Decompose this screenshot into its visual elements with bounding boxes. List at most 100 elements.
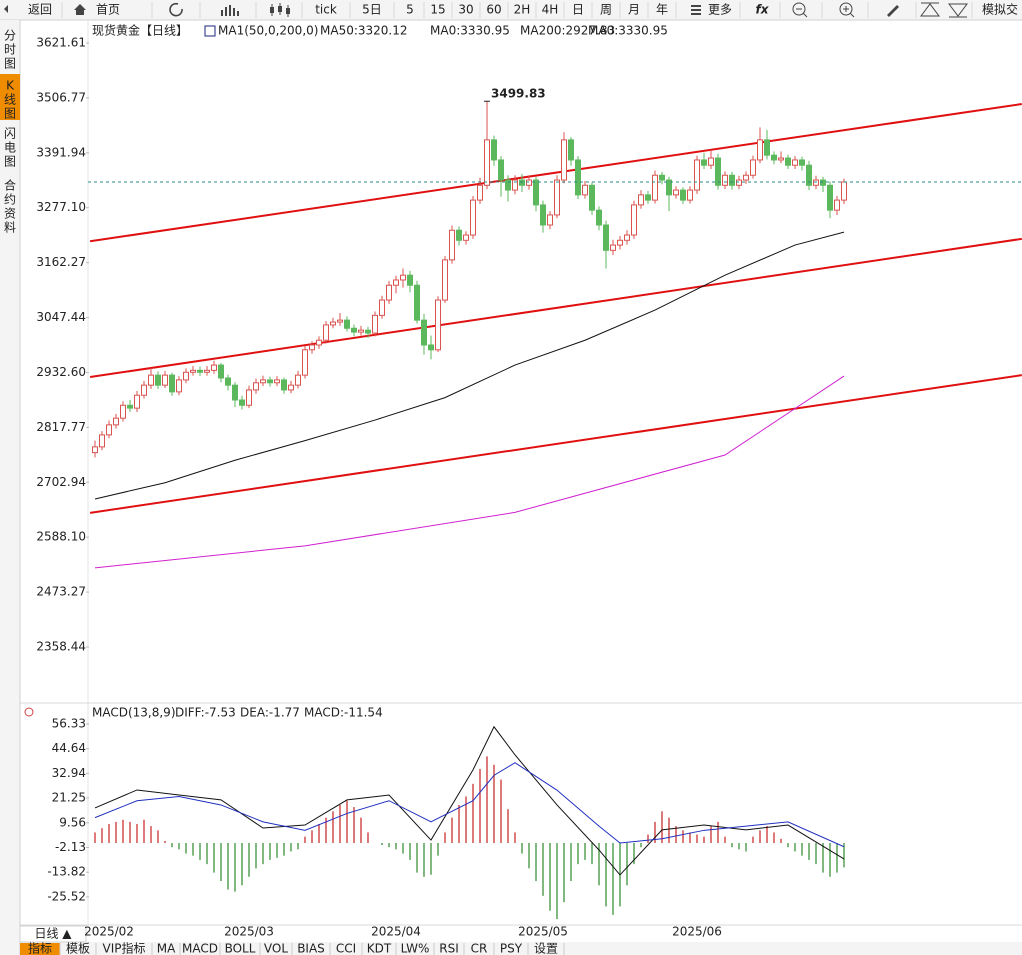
- y-tick-label: -25.52: [47, 889, 86, 903]
- candle-body: [232, 384, 238, 401]
- toolbar-button[interactable]: 周: [600, 3, 612, 17]
- toolbar-button[interactable]: 年: [656, 3, 668, 17]
- y-tick-label: 3621.61: [36, 35, 86, 49]
- indicator-tab[interactable]: BIAS: [297, 942, 325, 955]
- settings-icon[interactable]: [24, 707, 34, 717]
- candle-body: [330, 321, 336, 326]
- zoom-out-icon[interactable]: [792, 2, 806, 16]
- candle-body: [211, 364, 217, 371]
- toolbar-button[interactable]: 60: [486, 3, 501, 17]
- candle-body: [92, 446, 98, 454]
- indicator-tab[interactable]: VOL: [264, 942, 288, 955]
- bar-icon[interactable]: [221, 5, 239, 16]
- high-annotation: 3499.83: [491, 87, 546, 101]
- sidebar-tab-char[interactable]: 电: [4, 141, 16, 155]
- indicator-tab[interactable]: CCI: [336, 942, 356, 955]
- y-tick-label: -2.13: [55, 840, 86, 854]
- candle-body: [722, 174, 728, 186]
- menu-icon[interactable]: [691, 5, 701, 15]
- pen-icon[interactable]: [887, 5, 899, 17]
- candle-body: [428, 344, 434, 351]
- toolbar-button[interactable]: 首页: [96, 3, 120, 17]
- candle-body: [141, 384, 147, 396]
- toolbar-button[interactable]: 月: [628, 3, 640, 17]
- y-tick-label: 56.33: [52, 716, 86, 730]
- sidebar-tab-char[interactable]: 料: [4, 221, 16, 235]
- indicator-tab[interactable]: MACD: [182, 942, 218, 955]
- sidebar-tab-char[interactable]: 线: [4, 93, 16, 107]
- candle-body: [715, 157, 721, 186]
- candle-body: [785, 157, 791, 166]
- candle-body: [155, 374, 161, 386]
- toolbar-button[interactable]: 更多: [708, 3, 732, 17]
- candle-body: [190, 369, 196, 373]
- indicator-tab[interactable]: RSI: [439, 942, 459, 955]
- toolbar-button[interactable]: 5日: [362, 3, 382, 17]
- indicator-tab[interactable]: KDT: [367, 942, 392, 955]
- candle-body: [477, 184, 483, 201]
- indicator-tab[interactable]: 指标: [28, 941, 52, 955]
- sidebar-tab-char[interactable]: 闪: [4, 127, 16, 141]
- toolbar-button[interactable]: 15: [430, 3, 445, 17]
- candle-body: [113, 417, 119, 426]
- candle-body: [176, 379, 182, 393]
- indicator-tab[interactable]: LW%: [401, 942, 430, 955]
- toolbar-button[interactable]: 30: [458, 3, 473, 17]
- candle-body: [575, 159, 581, 196]
- candle-body: [316, 339, 322, 346]
- fx-icon[interactable]: fx: [756, 3, 770, 17]
- y-tick-label: 2817.77: [36, 420, 86, 434]
- indicator-tab[interactable]: CR: [471, 942, 488, 955]
- sidebar-tab-char[interactable]: K: [6, 79, 15, 93]
- toolbar-button[interactable]: 返回: [28, 3, 52, 17]
- home-icon[interactable]: [74, 4, 86, 15]
- triangle-up-icon[interactable]: [920, 2, 940, 17]
- y-tick-label: -13.82: [47, 865, 86, 879]
- candle-body: [148, 374, 154, 386]
- sidebar-tab-char[interactable]: 图: [4, 107, 16, 121]
- toolbar-button[interactable]: 模拟交: [982, 2, 1018, 17]
- candle-body: [526, 179, 532, 186]
- zoom-in-icon[interactable]: [839, 2, 853, 16]
- tab-bar-bg: [20, 942, 1022, 955]
- indicator-tab[interactable]: BOLL: [225, 942, 256, 955]
- indicator-tab[interactable]: PSY: [500, 942, 523, 955]
- sidebar-tab-char[interactable]: 约: [4, 192, 16, 207]
- candle-body: [393, 279, 399, 286]
- triangle-down-icon[interactable]: [948, 3, 968, 18]
- sidebar-tab-char[interactable]: 资: [4, 207, 16, 221]
- refresh-icon[interactable]: [169, 2, 183, 17]
- toolbar-button[interactable]: 日: [572, 3, 584, 17]
- y-tick-label: 44.64: [52, 741, 86, 755]
- indicator-tab[interactable]: VIP指标: [103, 941, 146, 955]
- sidebar-tab-char[interactable]: 时: [4, 43, 16, 57]
- zoom-in-icon-glyph: [843, 6, 855, 18]
- candle-body: [792, 159, 798, 166]
- sidebar-tab-char[interactable]: 图: [4, 57, 16, 71]
- period-box[interactable]: [19, 925, 87, 943]
- back-icon[interactable]: [4, 5, 8, 13]
- candle-body: [547, 214, 553, 226]
- toolbar-button[interactable]: 5: [406, 3, 414, 17]
- y-tick-label: 2702.94: [36, 475, 86, 489]
- toolbar-button[interactable]: 4H: [542, 3, 559, 17]
- candle-body: [596, 209, 602, 226]
- candle-body: [344, 319, 350, 329]
- legend-entry: MA0:3330.95: [430, 24, 510, 38]
- indicator-tab[interactable]: 模板: [66, 942, 90, 955]
- candle-body: [407, 274, 413, 286]
- sidebar-tab-char[interactable]: 图: [4, 155, 16, 169]
- toolbar-button[interactable]: 2H: [514, 3, 531, 17]
- candle-body: [302, 349, 308, 376]
- indicator-tab[interactable]: MA: [157, 942, 176, 955]
- legend-entry: MA200:2927.83: [520, 24, 615, 38]
- indicator-tab[interactable]: 设置: [534, 942, 558, 955]
- toolbar-button[interactable]: tick: [315, 3, 337, 17]
- sidebar-tab-char[interactable]: 合: [4, 178, 16, 193]
- toolbar-bg: [0, 0, 1022, 20]
- period-selector[interactable]: 日线 ▲: [34, 927, 72, 941]
- candle-icon-bodies[interactable]: [270, 6, 290, 14]
- sidebar-tab-char[interactable]: 分: [4, 29, 16, 43]
- period-label: 【日线】: [140, 24, 188, 38]
